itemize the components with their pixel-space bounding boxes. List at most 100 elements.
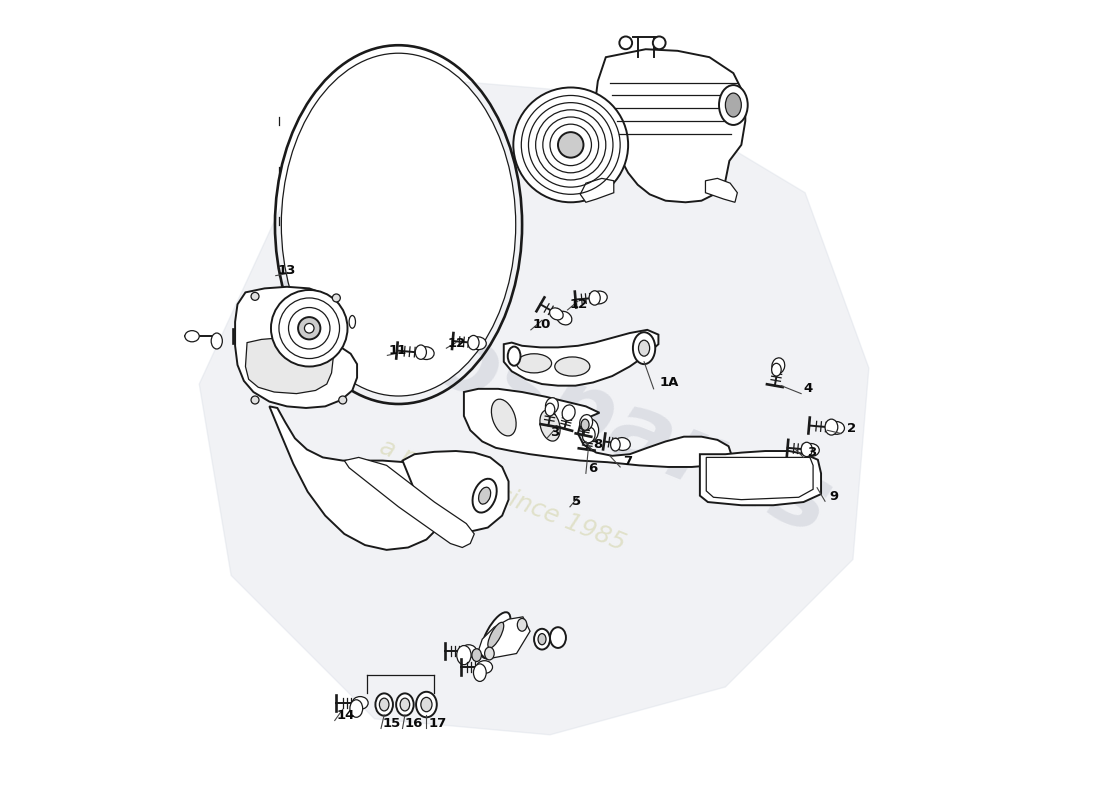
Ellipse shape [801, 442, 812, 457]
Ellipse shape [421, 698, 432, 712]
Ellipse shape [803, 443, 820, 456]
Text: 5: 5 [572, 495, 581, 508]
Ellipse shape [772, 358, 784, 374]
Polygon shape [270, 406, 448, 550]
Ellipse shape [546, 398, 559, 414]
Ellipse shape [825, 419, 838, 435]
Text: 10: 10 [532, 318, 551, 331]
Ellipse shape [305, 323, 314, 333]
Ellipse shape [828, 422, 845, 434]
Text: 9: 9 [829, 490, 838, 502]
Ellipse shape [485, 647, 494, 660]
Ellipse shape [583, 419, 598, 442]
Ellipse shape [540, 410, 560, 441]
Ellipse shape [546, 403, 554, 416]
Polygon shape [403, 451, 508, 531]
Circle shape [251, 396, 258, 404]
Ellipse shape [492, 399, 516, 436]
Ellipse shape [185, 330, 199, 342]
Ellipse shape [562, 405, 575, 421]
Circle shape [251, 292, 258, 300]
Ellipse shape [652, 37, 666, 50]
Ellipse shape [619, 37, 632, 50]
Ellipse shape [725, 93, 741, 117]
Ellipse shape [481, 612, 510, 658]
Text: 13: 13 [277, 264, 296, 277]
Text: 12: 12 [448, 337, 466, 350]
Ellipse shape [456, 646, 471, 665]
Ellipse shape [615, 438, 630, 450]
Ellipse shape [461, 645, 476, 658]
Ellipse shape [557, 311, 572, 325]
Polygon shape [344, 458, 474, 547]
Ellipse shape [554, 357, 590, 376]
Ellipse shape [298, 317, 320, 339]
Ellipse shape [416, 692, 437, 718]
Polygon shape [588, 50, 746, 202]
Polygon shape [504, 330, 659, 386]
Ellipse shape [487, 622, 504, 648]
Polygon shape [199, 81, 869, 735]
Text: 6: 6 [588, 462, 597, 474]
Ellipse shape [508, 346, 520, 366]
Ellipse shape [379, 698, 389, 711]
Text: 12: 12 [569, 298, 587, 311]
Circle shape [339, 396, 346, 404]
Ellipse shape [610, 438, 620, 451]
Ellipse shape [592, 291, 607, 304]
Text: 2: 2 [847, 422, 856, 435]
Polygon shape [235, 286, 358, 408]
Ellipse shape [416, 345, 427, 359]
Ellipse shape [282, 54, 516, 396]
Ellipse shape [632, 332, 656, 364]
Ellipse shape [582, 427, 595, 443]
Ellipse shape [350, 700, 363, 718]
Text: 17: 17 [429, 717, 447, 730]
Ellipse shape [396, 694, 414, 716]
Text: eurospares: eurospares [256, 246, 844, 554]
Ellipse shape [517, 618, 527, 631]
Ellipse shape [349, 315, 355, 328]
Ellipse shape [590, 290, 601, 305]
Text: 15: 15 [383, 717, 400, 730]
Text: a passion since 1985: a passion since 1985 [375, 435, 629, 556]
Text: 11: 11 [389, 344, 407, 357]
Ellipse shape [517, 354, 551, 373]
Text: 3: 3 [550, 426, 559, 439]
Text: 14: 14 [337, 709, 354, 722]
Ellipse shape [271, 290, 348, 366]
Ellipse shape [771, 363, 781, 376]
Ellipse shape [473, 664, 486, 682]
Ellipse shape [352, 697, 368, 710]
Ellipse shape [580, 414, 593, 430]
Text: 7: 7 [624, 455, 632, 468]
Text: 16: 16 [405, 717, 424, 730]
Polygon shape [700, 451, 821, 506]
Ellipse shape [550, 308, 563, 320]
Ellipse shape [473, 478, 497, 513]
Polygon shape [478, 617, 530, 659]
Text: 8: 8 [593, 438, 603, 451]
Ellipse shape [400, 698, 409, 711]
Polygon shape [464, 389, 732, 467]
Text: 4: 4 [803, 382, 813, 395]
Ellipse shape [558, 132, 583, 158]
Ellipse shape [581, 419, 590, 430]
Ellipse shape [418, 346, 434, 359]
Ellipse shape [719, 85, 748, 125]
Polygon shape [581, 178, 614, 202]
Ellipse shape [550, 627, 565, 648]
Ellipse shape [476, 661, 493, 674]
Polygon shape [705, 178, 737, 202]
Ellipse shape [375, 694, 393, 716]
Ellipse shape [535, 629, 550, 650]
Ellipse shape [472, 649, 482, 662]
Ellipse shape [211, 333, 222, 349]
Ellipse shape [471, 337, 486, 350]
Ellipse shape [478, 487, 491, 504]
Text: 1A: 1A [660, 376, 680, 389]
Ellipse shape [468, 335, 478, 350]
Circle shape [332, 294, 340, 302]
Ellipse shape [538, 634, 546, 645]
Ellipse shape [514, 87, 628, 202]
